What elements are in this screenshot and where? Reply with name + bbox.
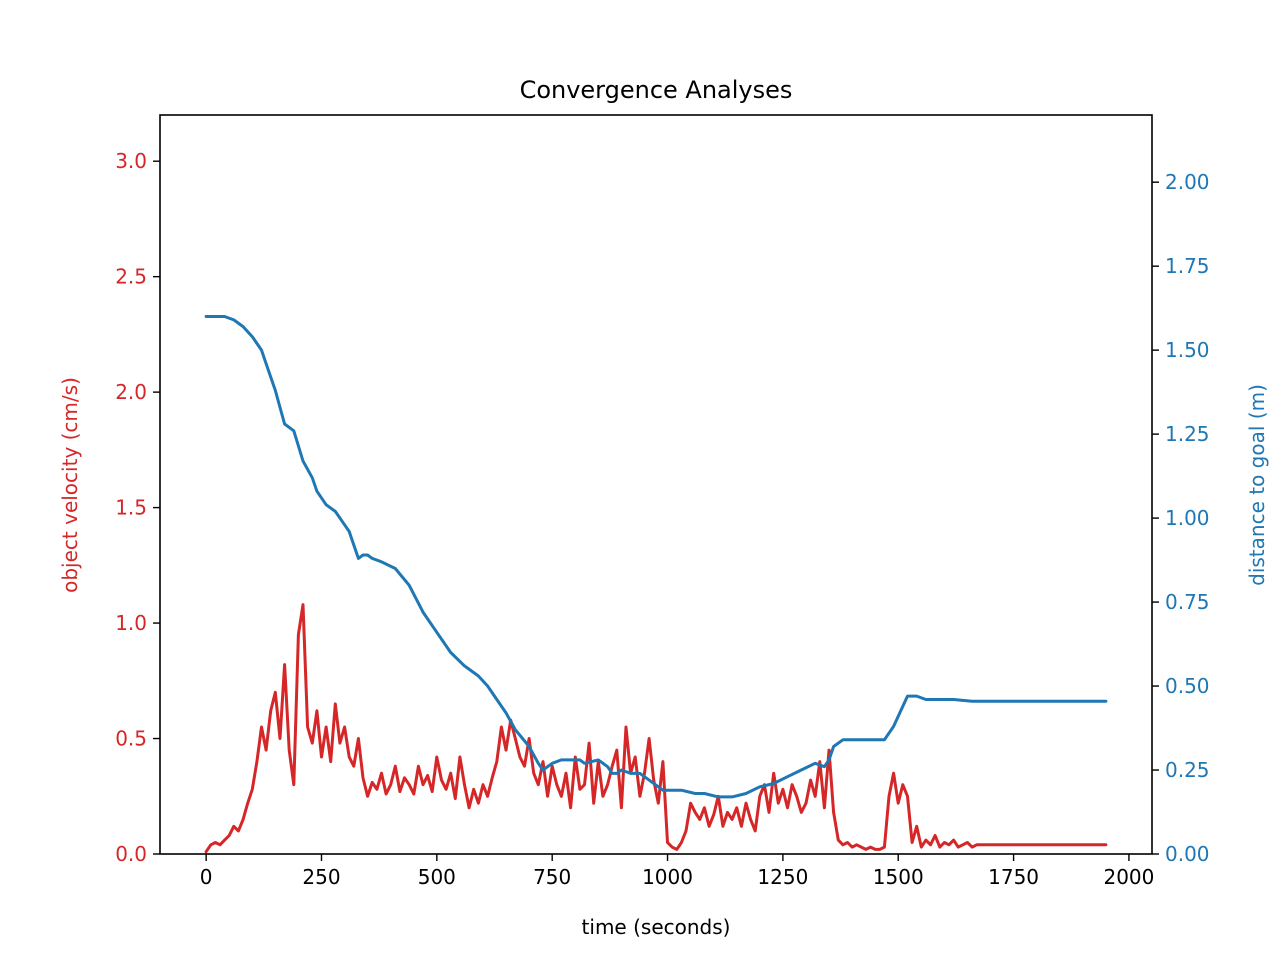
left-y-tick-label: 1.0 bbox=[115, 611, 147, 635]
left-y-tick-label: 1.5 bbox=[115, 496, 147, 520]
x-tick-label: 1250 bbox=[757, 865, 808, 889]
x-tick-label: 250 bbox=[302, 865, 340, 889]
left-y-tick-label: 0.5 bbox=[115, 727, 147, 751]
x-tick-label: 750 bbox=[533, 865, 571, 889]
x-axis-label: time (seconds) bbox=[582, 915, 731, 939]
x-tick-label: 1750 bbox=[988, 865, 1039, 889]
object-velocity-line bbox=[204, 603, 1108, 854]
right-y-tick-label: 0.00 bbox=[1165, 842, 1210, 866]
right-y-tick-label: 0.25 bbox=[1165, 758, 1210, 782]
left-y-axis-label: object velocity (cm/s) bbox=[58, 377, 82, 593]
x-tick-label: 500 bbox=[418, 865, 456, 889]
right-y-tick-label: 1.25 bbox=[1165, 422, 1210, 446]
right-y-axis-label: distance to goal (m) bbox=[1245, 384, 1269, 586]
right-y-tick-label: 1.00 bbox=[1165, 506, 1210, 530]
right-y-tick-label: 1.50 bbox=[1165, 338, 1210, 362]
left-y-axis-ticks: 0.0 0.5 1.0 1.5 2.0 2.5 3.0 bbox=[115, 149, 160, 866]
distance-to-goal-line bbox=[204, 315, 1108, 799]
right-y-tick-label: 0.50 bbox=[1165, 674, 1210, 698]
series-layer bbox=[204, 315, 1108, 854]
plot-frame bbox=[159, 114, 1153, 855]
left-y-tick-label: 0.0 bbox=[115, 842, 147, 866]
chart-title: Convergence Analyses bbox=[520, 76, 793, 104]
right-y-tick-label: 2.00 bbox=[1165, 170, 1210, 194]
left-y-tick-label: 2.0 bbox=[115, 380, 147, 404]
right-y-axis-ticks: 0.00 0.25 0.50 0.75 1.00 1.25 1.50 1.75 2.00 bbox=[1152, 170, 1210, 866]
right-y-tick-label: 1.75 bbox=[1165, 254, 1210, 278]
x-tick-label: 1000 bbox=[642, 865, 693, 889]
left-y-tick-label: 3.0 bbox=[115, 149, 147, 173]
right-y-tick-label: 0.75 bbox=[1165, 590, 1210, 614]
left-y-tick-label: 2.5 bbox=[115, 265, 147, 289]
x-tick-label: 0 bbox=[200, 865, 213, 889]
x-axis-ticks: 0 250 500 750 1000 1250 1500 1750 2000 bbox=[200, 854, 1154, 889]
x-tick-label: 2000 bbox=[1103, 865, 1154, 889]
x-tick-label: 1500 bbox=[873, 865, 924, 889]
